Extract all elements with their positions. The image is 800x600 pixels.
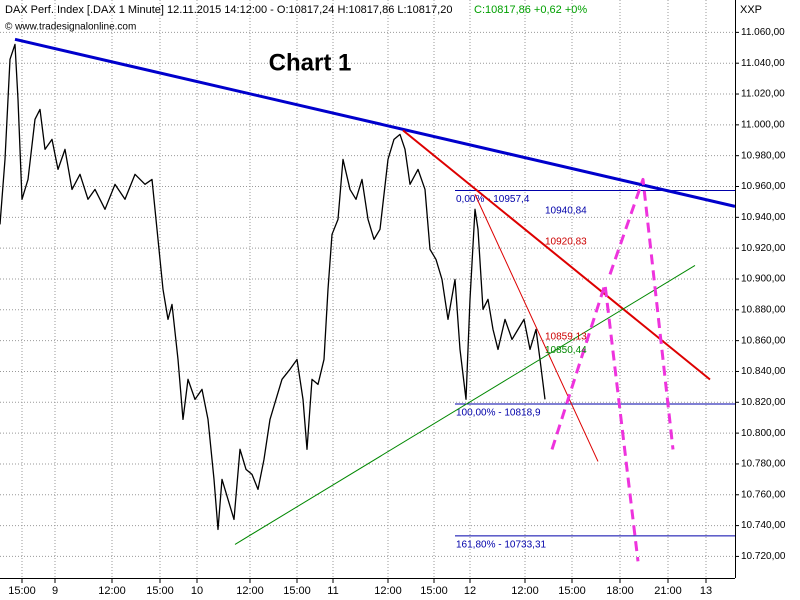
fib-label: 0,00% - 10957,4: [456, 194, 530, 205]
y-tick-label: 10.940,00: [741, 212, 786, 223]
x-tick-label: 15:00: [420, 585, 448, 597]
grid: [0, 0, 735, 578]
y-tick-label: 11.040,00: [741, 58, 785, 69]
level-value-label: 10920,83: [545, 237, 587, 248]
trendline: [234, 264, 696, 545]
watermark: © www.tradesignalonline.com: [5, 22, 136, 33]
y-tick-label: 11.060,00: [741, 27, 785, 38]
level-value-label: 10850,44: [545, 345, 587, 356]
header: DAX Perf. Index [.DAX 1 Minute] 12.11.20…: [5, 4, 452, 16]
trendline: [608, 177, 675, 450]
x-tick-label: 15:00: [283, 585, 311, 597]
y-tick-label: 10.920,00: [741, 243, 786, 254]
y-tick-label: 10.820,00: [741, 397, 786, 408]
x-tick-label: 15:00: [146, 585, 174, 597]
y-tick-label: 10.800,00: [741, 428, 786, 439]
trendline: [550, 282, 640, 562]
y-tick-label: 10.860,00: [741, 335, 786, 346]
plot: 0,00% - 10957,4 100,00% - 10818,9 161,80% …: [0, 37, 736, 562]
x-tick-label: 12:00: [374, 585, 402, 597]
y-tick-label: 10.780,00: [741, 459, 786, 470]
x-tick-label: 12:00: [236, 585, 264, 597]
y-tick-label: 10.960,00: [741, 181, 786, 192]
chart-title: Chart 1: [269, 49, 352, 76]
y-tick-label: 10.880,00: [741, 304, 786, 315]
header-change: C:10817,86 +0,62 +0%: [474, 4, 587, 16]
y-tick-label: 10.900,00: [741, 274, 786, 285]
x-tick-label: 12: [464, 585, 476, 597]
x-tick-label: 12:00: [98, 585, 126, 597]
fib-label: 161,80% - 10733,31: [456, 540, 547, 551]
fib-label: 100,00% - 10818,9: [456, 408, 541, 419]
y-tick-label: 10.840,00: [741, 366, 786, 377]
y-tick-label: 10.760,00: [741, 489, 786, 500]
y-tick-label: 10.740,00: [741, 520, 786, 531]
x-tick-label: 15:00: [8, 585, 36, 597]
x-tick-label: 13: [700, 585, 712, 597]
x-tick-label: 21:00: [654, 585, 682, 597]
price-line: [0, 43, 546, 531]
y-tick-label: 11.020,00: [741, 89, 785, 100]
x-tick-label: 10: [191, 585, 203, 597]
x-tick-label: 15:00: [558, 585, 586, 597]
y-tick-label: 11.000,00: [741, 119, 785, 130]
symbol: XXP: [740, 4, 762, 16]
trendline: [14, 37, 736, 208]
x-tick-label: 11: [327, 585, 338, 597]
x-tick-label: 9: [52, 585, 58, 597]
x-tick-label: 12:00: [511, 585, 539, 597]
trendline: [402, 129, 711, 381]
trendline: [474, 194, 599, 462]
level-value-label: 10940,84: [545, 206, 587, 217]
y-tick-label: 10.720,00: [741, 551, 786, 562]
y-tick-label: 10.980,00: [741, 150, 786, 161]
level-value-label: 10859,13: [545, 332, 587, 343]
axes: 10.720,00 10.740,00 10.760,00 10.780,00 10.8…: [8, 27, 786, 597]
x-tick-label: 18:00: [606, 585, 634, 597]
